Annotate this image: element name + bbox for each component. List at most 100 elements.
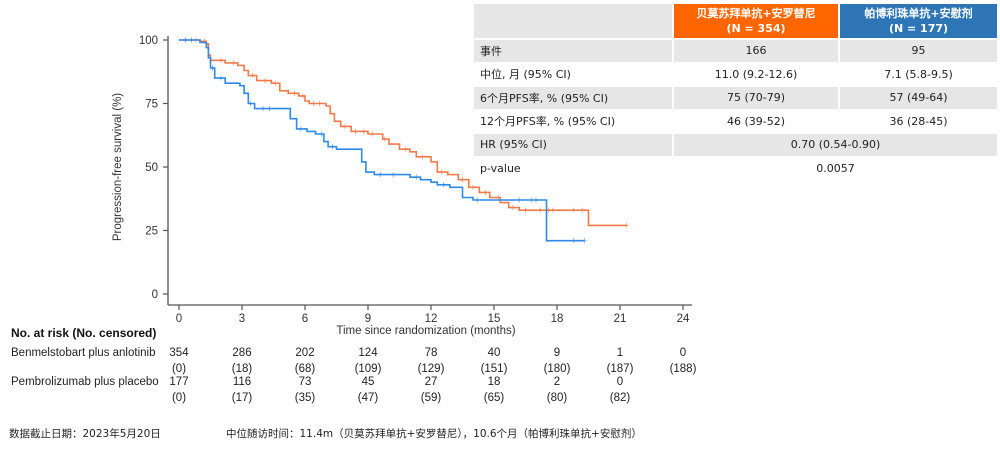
censored-count: (151) xyxy=(481,363,508,375)
censored-count: (18) xyxy=(232,363,253,375)
censor-mark xyxy=(441,182,446,188)
censor-mark xyxy=(330,144,335,150)
censor-mark xyxy=(370,131,375,137)
censor-mark xyxy=(319,131,324,137)
table-row-hr: HR (95% CI) 0.70 (0.54-0.90) xyxy=(474,134,997,156)
at-risk-count: 354 xyxy=(169,347,189,359)
censored-count: (180) xyxy=(544,363,571,375)
km-curve-benmelstobart xyxy=(179,39,627,227)
censor-mark xyxy=(219,57,223,63)
y-tick-label: 75 xyxy=(145,99,158,111)
y-tick-label: 50 xyxy=(145,162,158,174)
censor-mark xyxy=(534,197,538,203)
x-tick-label: 6 xyxy=(302,313,308,325)
arm2-value: 95 xyxy=(840,40,997,62)
table-row-median: 中位, 月 (95% CI) 11.0 (9.2-12.6) 7.1 (5.8-… xyxy=(474,64,997,86)
censored-count: (65) xyxy=(484,392,505,404)
censor-mark xyxy=(361,128,366,134)
censor-mark xyxy=(624,222,629,228)
row-label: p-value xyxy=(480,161,521,175)
y-tick-label: 100 xyxy=(139,35,158,47)
arm1-header: 贝莫苏拜单抗+安罗替尼 (N = 354) xyxy=(674,4,838,38)
at-risk-count: 124 xyxy=(358,347,378,359)
table-corner xyxy=(474,4,672,38)
arm1-header-name: 贝莫苏拜单抗+安罗替尼 xyxy=(696,7,816,20)
censored-count: (129) xyxy=(418,363,445,375)
at-risk-count: 1 xyxy=(617,347,623,359)
censor-mark xyxy=(210,65,215,71)
arm1-value: 75 (70-79) xyxy=(674,87,838,109)
censor-mark xyxy=(298,126,303,132)
censor-mark xyxy=(273,80,278,86)
p-value: 0.0057 xyxy=(816,161,855,175)
at-risk-count: 286 xyxy=(232,347,251,359)
at-risk-count: 0 xyxy=(617,376,623,388)
censored-count: (17) xyxy=(232,392,253,404)
censored-count: (68) xyxy=(295,363,316,375)
censored-count: (109) xyxy=(355,363,382,375)
table-row-12mo-pfs: 12个月PFS率, % (95% CI) 46 (39-52) 36 (28-4… xyxy=(474,111,997,133)
y-tick-label: 0 xyxy=(152,289,158,301)
at-risk-count: 78 xyxy=(425,347,438,359)
censored-count: (59) xyxy=(421,392,442,404)
at-risk-count: 45 xyxy=(362,376,375,388)
at-risk-count: 9 xyxy=(554,347,560,359)
censor-mark xyxy=(267,106,272,112)
censor-mark xyxy=(403,146,408,152)
data-cutoff-note: 数据截止日期：2023年5月20日 xyxy=(9,428,161,440)
x-tick-label: 12 xyxy=(425,313,438,325)
censor-mark xyxy=(382,136,387,142)
axes: 0 25 50 75 100 0 3 6 9 12 15 18 21 24 xyxy=(139,35,692,325)
censored-count: (80) xyxy=(547,392,568,404)
arm2-value: 36 (28-45) xyxy=(889,114,948,128)
table-row-pvalue: p-value 0.0057 xyxy=(474,158,997,180)
risk-row-label: Pembrolizumab plus placebo xyxy=(11,376,159,388)
x-tick-label: 15 xyxy=(488,313,501,325)
censor-mark xyxy=(582,238,587,244)
censor-mark xyxy=(353,128,358,134)
censor-mark xyxy=(439,169,444,175)
x-tick-label: 0 xyxy=(176,313,182,325)
arm1-value: 11.0 (9.2-12.6) xyxy=(714,67,798,81)
row-label: HR (95% CI) xyxy=(474,134,672,156)
censor-mark xyxy=(300,93,305,99)
censor-mark xyxy=(342,123,347,129)
row-label: 事件 xyxy=(474,40,672,62)
censor-mark xyxy=(391,172,396,178)
censor-mark xyxy=(250,73,255,79)
censor-mark xyxy=(414,174,419,180)
arm1-value: 46 (39-52) xyxy=(726,114,786,128)
censor-mark xyxy=(496,194,501,200)
row-label: 6个月PFS率, % (95% CI) xyxy=(474,87,672,109)
y-tick-label: 25 xyxy=(145,226,158,238)
arm1-header-n: (N = 354) xyxy=(726,22,786,35)
censored-count: (47) xyxy=(358,392,379,404)
censor-mark xyxy=(550,207,555,213)
censor-mark xyxy=(571,207,576,213)
censor-mark xyxy=(580,207,585,213)
arm2-header: 帕博利珠单抗+安慰剂 (N = 177) xyxy=(840,4,997,38)
censor-mark xyxy=(538,207,543,213)
censor-mark xyxy=(183,37,188,43)
arm1-value: 166 xyxy=(674,40,838,62)
censor-mark xyxy=(523,207,528,213)
censor-mark xyxy=(471,184,475,190)
risk-table: Benmelstobart plus anlotinib 354 (0) 286 (18… xyxy=(11,347,697,404)
risk-row-label: Benmelstobart plus anlotinib xyxy=(11,347,155,359)
censor-mark xyxy=(248,101,253,106)
x-tick-label: 18 xyxy=(551,313,564,325)
risk-table-title: No. at risk (No. censored) xyxy=(11,326,156,340)
censor-mark xyxy=(420,154,425,160)
at-risk-count: 202 xyxy=(295,347,314,359)
censored-count: (0) xyxy=(172,363,186,375)
arm2-header-name: 帕博利珠单抗+安慰剂 xyxy=(864,7,973,20)
row-label: 中位, 月 (95% CI) xyxy=(480,68,571,82)
censor-mark xyxy=(219,75,223,81)
censor-mark xyxy=(261,106,265,112)
at-risk-count: 0 xyxy=(680,347,686,359)
at-risk-count: 18 xyxy=(488,376,501,388)
x-tick-label: 9 xyxy=(365,313,371,325)
censor-mark xyxy=(460,177,465,183)
censor-mark xyxy=(529,197,534,203)
censored-count: (82) xyxy=(610,392,631,404)
